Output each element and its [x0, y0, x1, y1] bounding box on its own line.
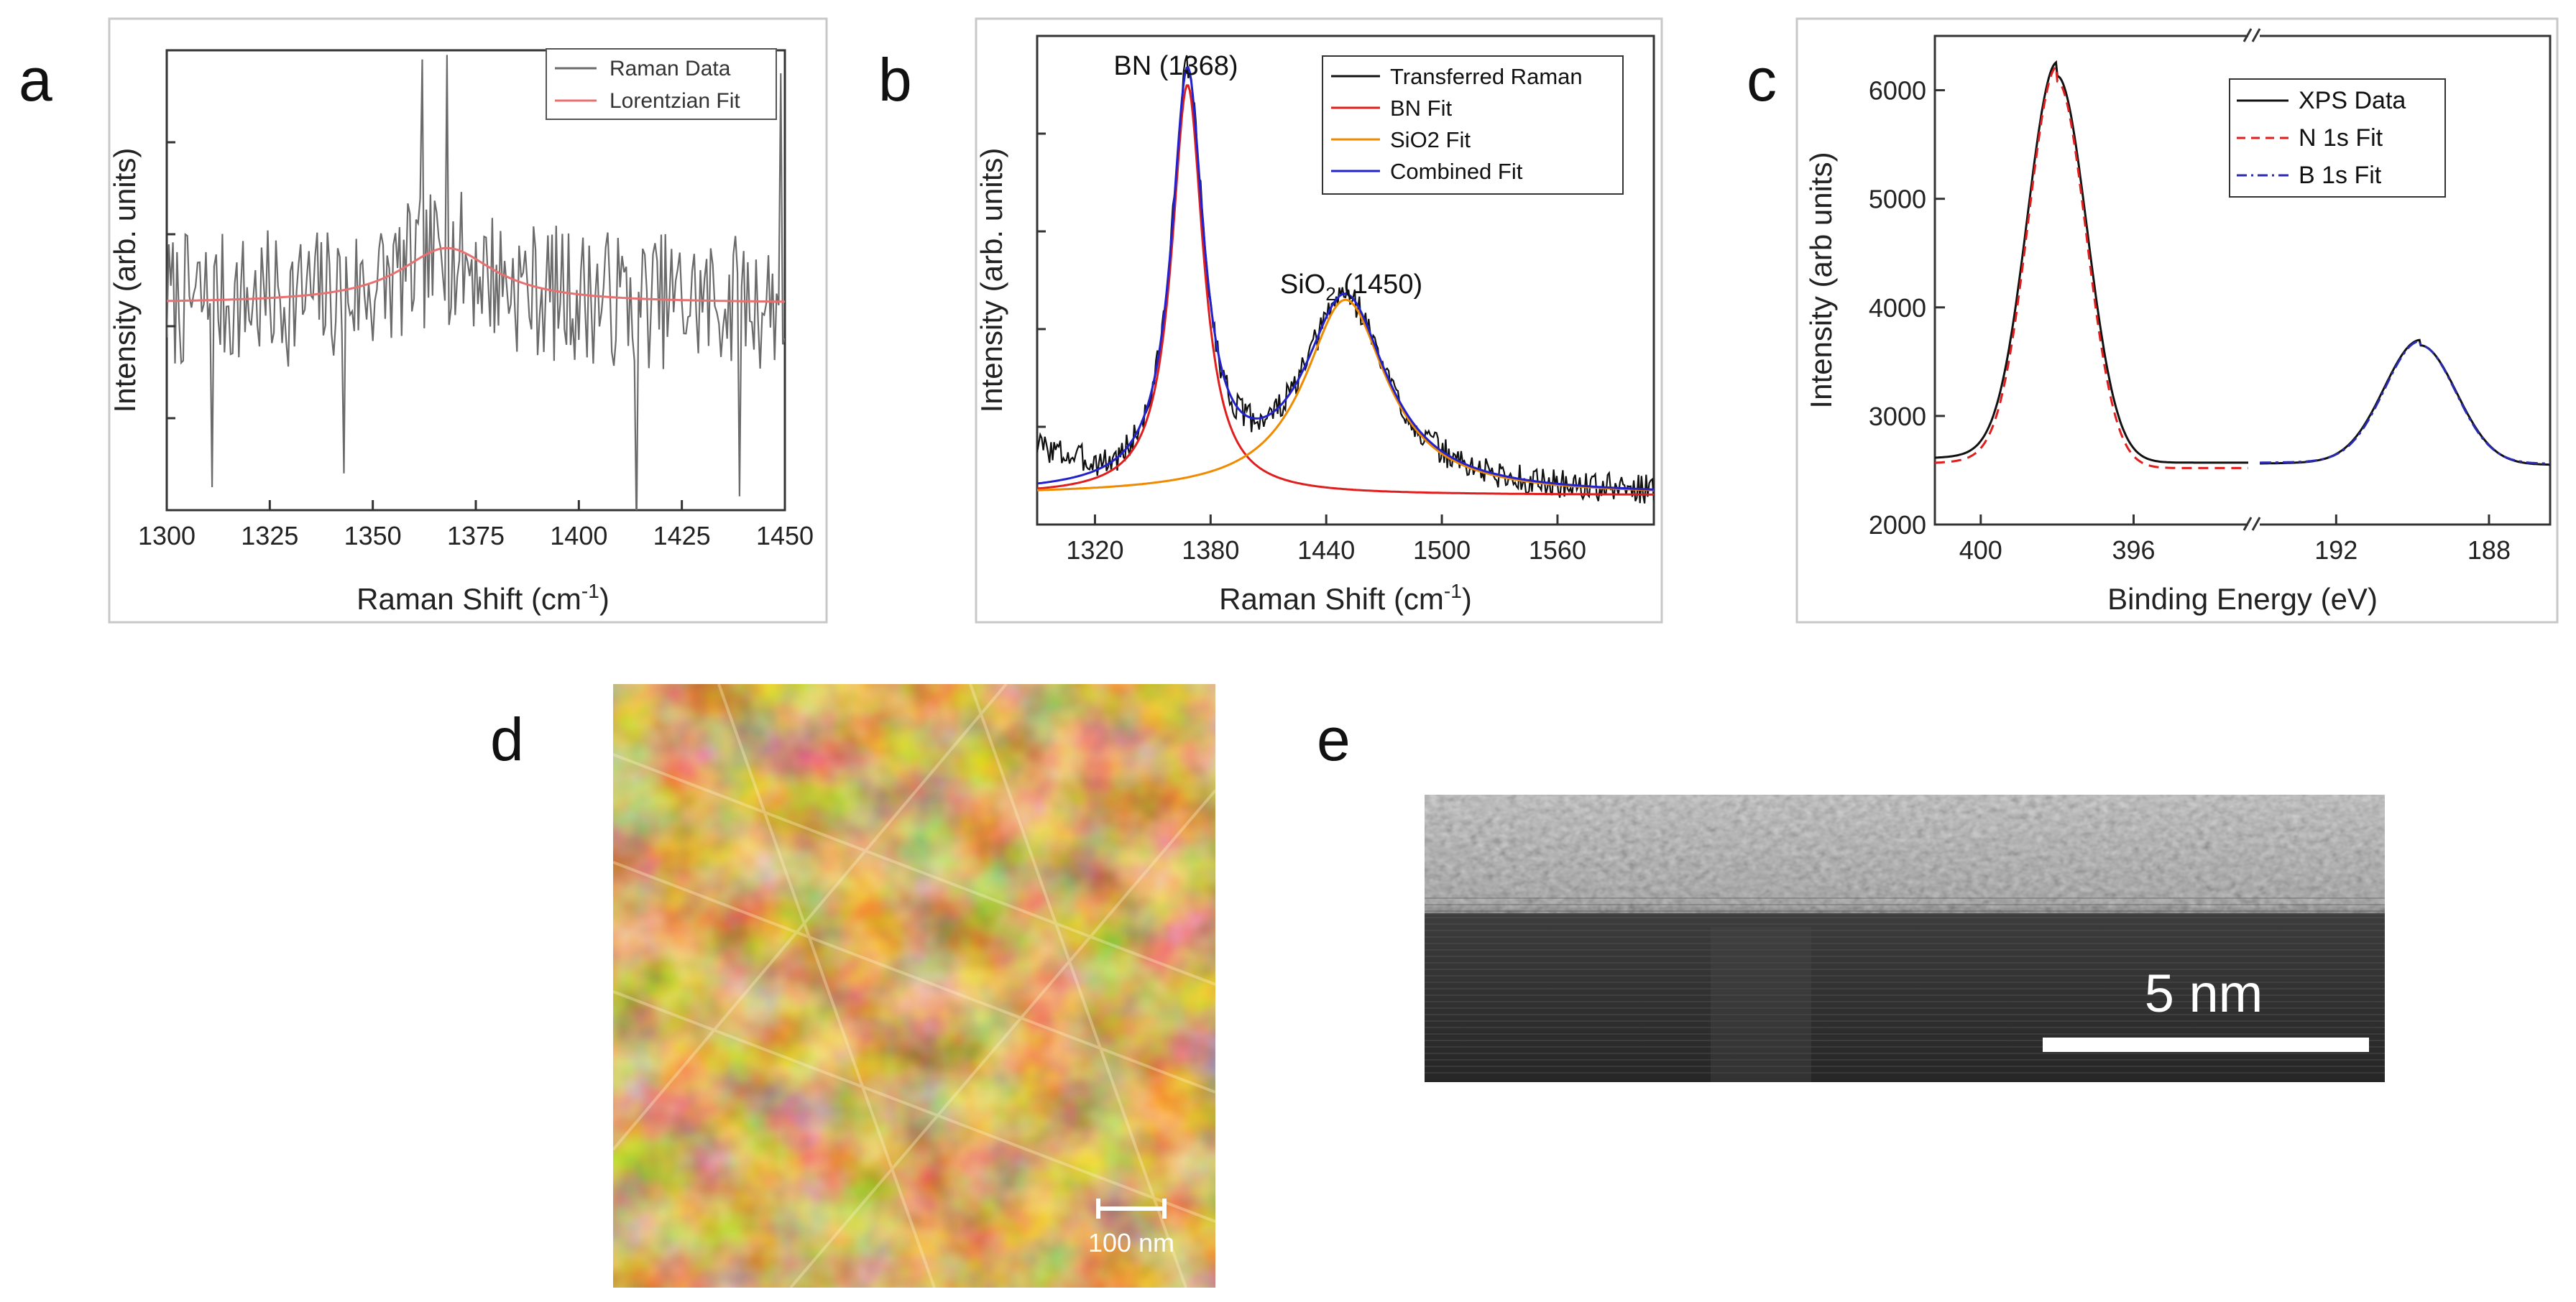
series-b-combined-fit [1037, 66, 1654, 491]
panel-c-frame [1795, 17, 2559, 624]
legend-label-combined-fit: Combined Fit [1390, 159, 1523, 184]
x-tick-label: 1320 [1066, 535, 1123, 565]
x-tick-label: 1425 [653, 521, 711, 550]
y-tick-label: 5000 [1869, 185, 1926, 214]
series-a-lorentzian-fit [167, 246, 785, 303]
chart-b-xlabel: Raman Shift (cm-1) [1219, 580, 1472, 616]
legend-label-n1s-fit: N 1s Fit [2299, 124, 2383, 152]
chart-b: 1320 1380 1440 1500 1560 Intensity (arb. uni… [975, 34, 1655, 616]
y-tick-label: 2000 [1869, 510, 1926, 540]
x-tick-label: 192 [2314, 535, 2358, 565]
tem-image: 5 nm [1425, 795, 2385, 1082]
x-tick-label: 1380 [1182, 535, 1239, 565]
x-tick-label: 1450 [756, 521, 814, 550]
afm-scale-bar: 100 nm [1088, 1199, 1174, 1257]
chart-c-xlabel: Binding Energy (eV) [2107, 582, 2378, 616]
legend-label-xps-data: XPS Data [2299, 87, 2406, 114]
panel-letter-b: b [878, 46, 912, 114]
chart-a-xlabel: Raman Shift (cm-1) [356, 580, 610, 616]
panel-b-frame [975, 17, 1663, 624]
x-tick-label: 396 [2112, 535, 2155, 565]
panel-a-frame [108, 17, 828, 624]
x-tick-label: 1375 [447, 521, 505, 550]
x-tick-label: 1500 [1413, 535, 1471, 565]
x-tick-label: 188 [2467, 535, 2511, 565]
tem-scale-label: 5 nm [2145, 964, 2263, 1023]
legend-label-bn-fit: BN Fit [1390, 96, 1453, 121]
legend-label-b1s-fit: B 1s Fit [2299, 162, 2382, 189]
series-c-b-1s-fit-segment-2 [2260, 340, 2550, 465]
legend-label-sio2-fit: SiO2 Fit [1390, 127, 1471, 152]
panel-letter-e: e [1317, 706, 1351, 773]
series-a-raman-data [167, 55, 785, 510]
chart-c: 400 396 192 188 2000 3000 4000 5000 6000 Intensi… [1804, 28, 2552, 616]
x-tick-label: 400 [1959, 535, 2002, 565]
chart-b-ylabel: Intensity (arb. units) [975, 148, 1008, 413]
x-tick-label: 1440 [1297, 535, 1355, 565]
x-tick-label: 1325 [241, 521, 298, 550]
chart-a-ylabel: Intensity (arb. units) [108, 148, 142, 413]
series-b-sio2-fit [1037, 298, 1654, 491]
chart-a: 1300 1325 1350 1375 1400 1425 1450 Intensity (… [108, 48, 814, 616]
panel-letter-a: a [19, 46, 52, 114]
axis-break-marks [2242, 28, 2261, 532]
chart-a-legend: Raman Data Lorentzian Fit [546, 48, 777, 120]
y-tick-label: 4000 [1869, 293, 1926, 323]
tem-scale-bar [2043, 1038, 2369, 1052]
series-b-bn-fit [1037, 84, 1654, 496]
chart-b-legend: Transferred Raman BN Fit SiO2 Fit Combin… [1322, 55, 1624, 195]
afm-image: 100 nm [612, 683, 1217, 1289]
legend-label-lorentzian-fit: Lorentzian Fit [610, 89, 740, 113]
legend-label-transferred-raman: Transferred Raman [1390, 64, 1583, 89]
chart-c-legend: XPS Data N 1s Fit B 1s Fit [2229, 78, 2446, 198]
panel-letter-c: c [1747, 46, 1777, 114]
x-tick-label: 1300 [138, 521, 196, 550]
legend-label-raman-data: Raman Data [610, 57, 731, 80]
afm-terrace-lines [612, 683, 1217, 1289]
x-tick-label: 1400 [550, 521, 607, 550]
x-tick-label: 1560 [1529, 535, 1586, 565]
annotation-bn-peak: BN (1368) [1113, 51, 1238, 81]
annotation-sio2-peak: SiO2 (1450) [1280, 269, 1422, 305]
panel-letter-d: d [490, 706, 524, 773]
y-tick-label: 3000 [1869, 402, 1926, 431]
x-tick-label: 1350 [344, 521, 402, 550]
y-tick-label: 6000 [1869, 76, 1926, 106]
chart-c-ylabel: Intensity (arb units) [1804, 152, 1838, 408]
afm-scale-label: 100 nm [1088, 1228, 1174, 1257]
series-c-xps-data-segment-1 [1935, 60, 2248, 464]
